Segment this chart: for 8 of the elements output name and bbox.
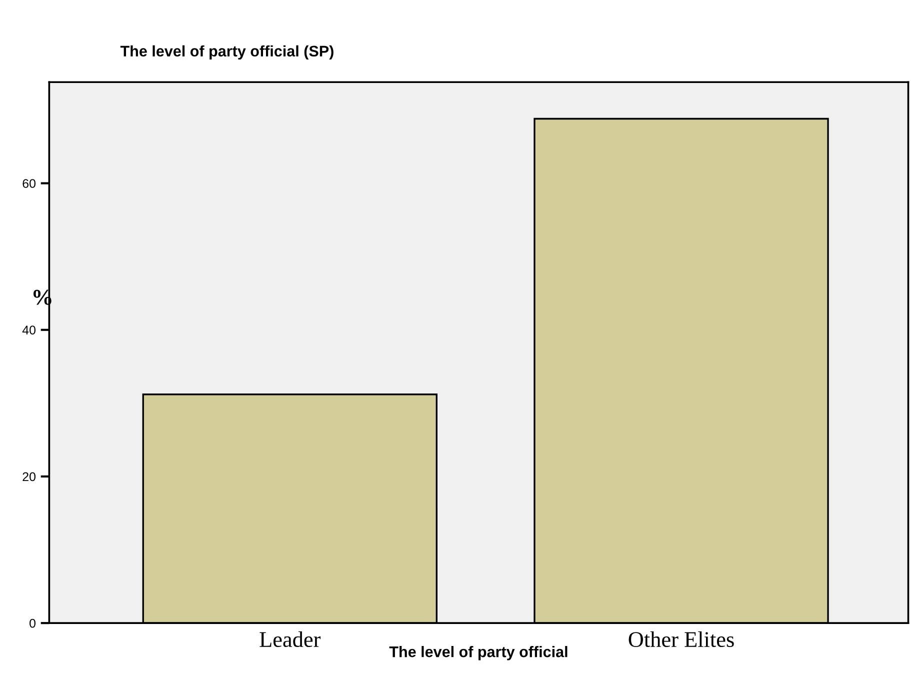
- y-tick-label: 40: [22, 326, 36, 335]
- y-tick-label: 0: [30, 618, 36, 628]
- chart-title: The level of party official (SP): [120, 45, 334, 60]
- x-axis-title: The level of party official: [389, 646, 568, 660]
- y-tick-label: 60: [22, 179, 36, 188]
- y-tick-label: 20: [22, 472, 36, 482]
- x-tick-label: Leader: [260, 631, 321, 648]
- x-tick-label: Other Elites: [628, 631, 734, 648]
